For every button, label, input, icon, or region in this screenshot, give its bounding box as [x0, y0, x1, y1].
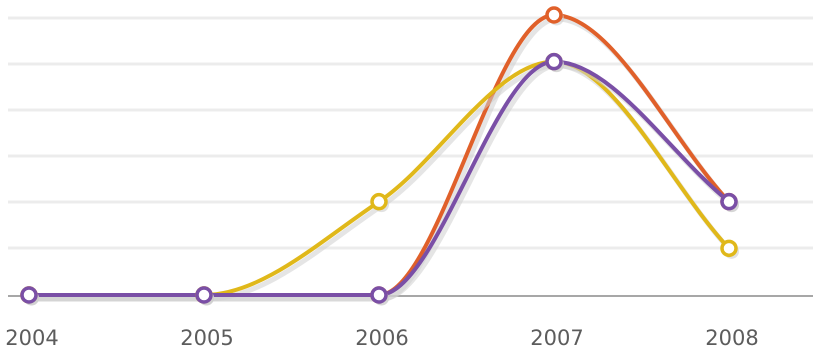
x-tick-label: 2005 — [180, 326, 233, 350]
data-point — [720, 192, 738, 211]
series-line-3 — [27, 59, 731, 298]
data-point — [20, 286, 38, 304]
data-point — [370, 192, 388, 211]
x-tick-label: 2008 — [705, 326, 758, 350]
data-point — [195, 286, 213, 304]
data-point — [720, 239, 738, 258]
series-layer — [27, 13, 734, 302]
data-point — [545, 6, 563, 24]
data-point — [545, 52, 563, 71]
x-axis-ticks: 2004 2005 2006 2007 2008 — [5, 326, 758, 350]
points-layer — [20, 6, 739, 306]
gridlines — [8, 16, 813, 250]
series-shadow — [32, 16, 734, 302]
x-tick-label: 2007 — [530, 326, 583, 350]
data-point — [370, 286, 388, 304]
x-tick-label: 2004 — [5, 326, 58, 350]
x-tick-label: 2006 — [355, 326, 408, 350]
